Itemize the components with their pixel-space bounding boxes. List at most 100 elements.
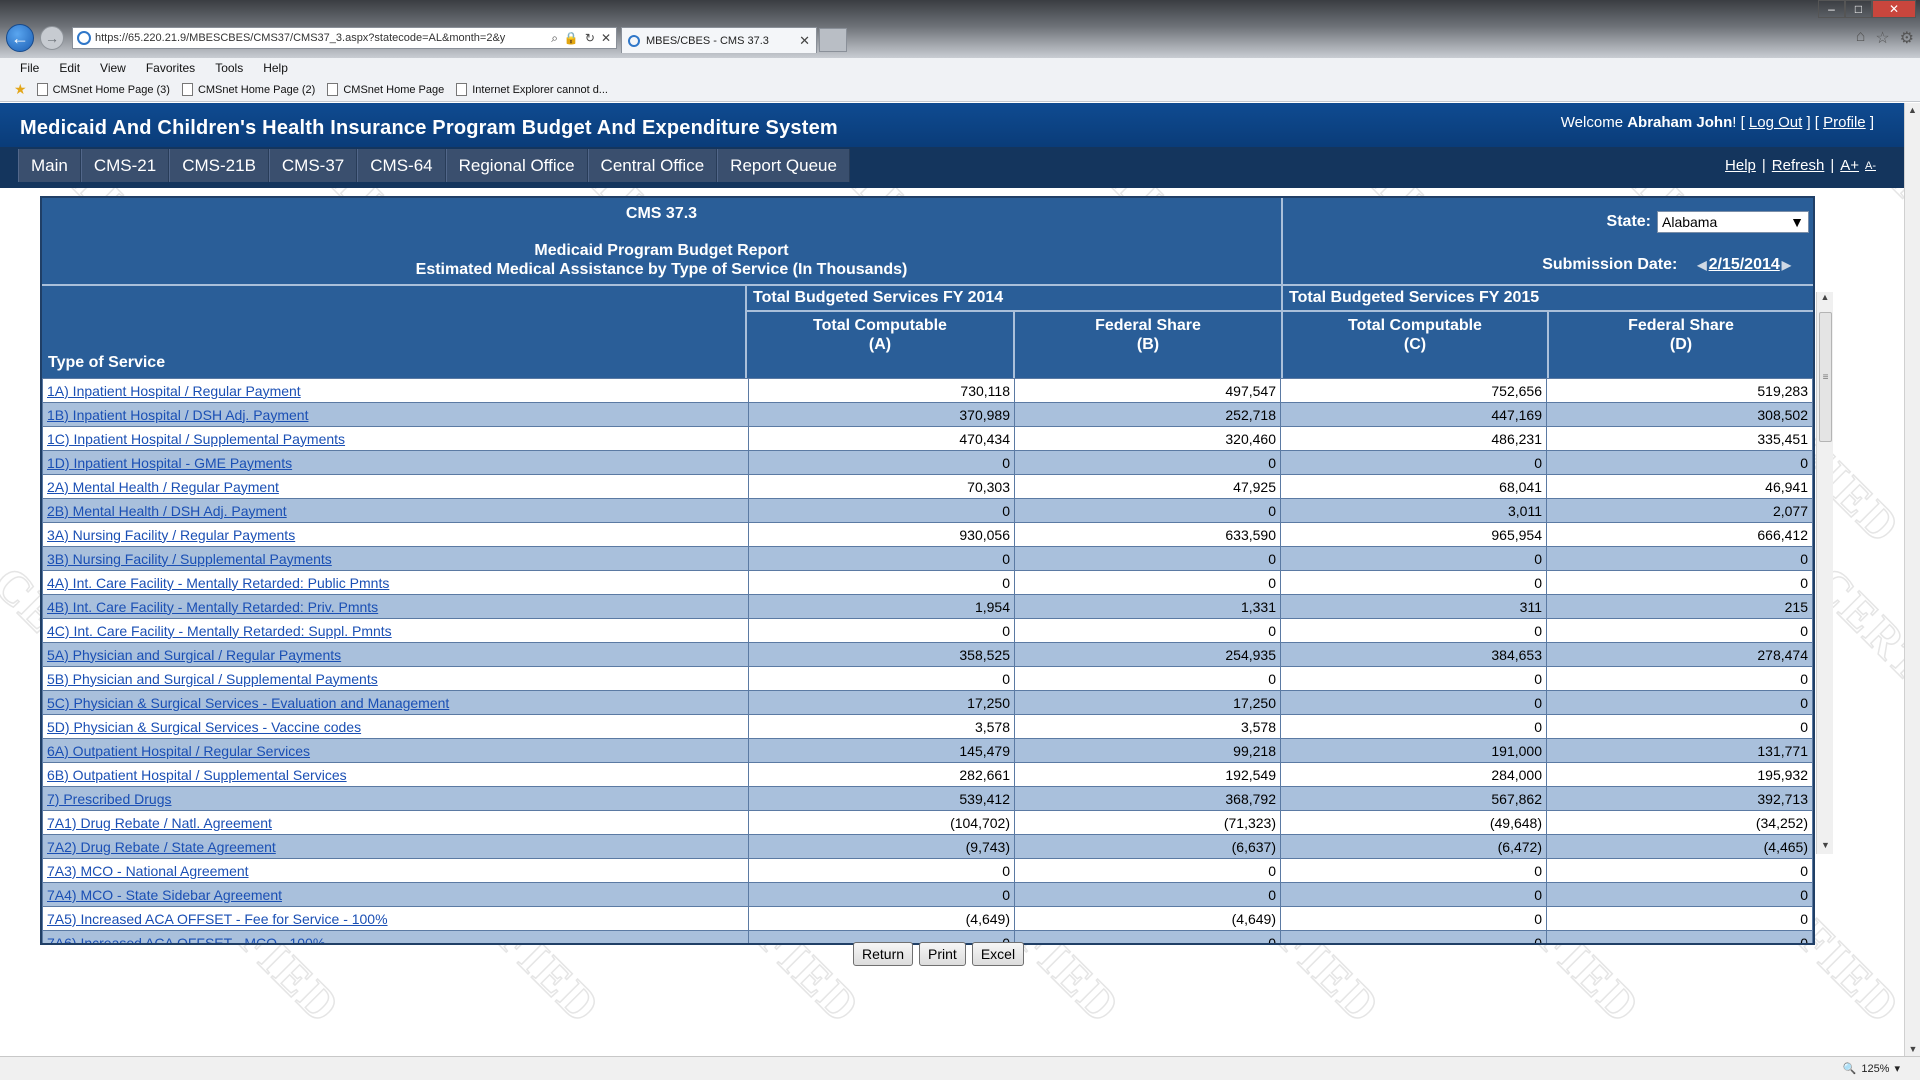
tab-close-icon[interactable]: ✕ — [799, 32, 810, 48]
nav-main[interactable]: Main — [18, 149, 81, 182]
service-link[interactable]: 6A) Outpatient Hospital / Regular Servic… — [42, 738, 749, 763]
forward-button[interactable]: → — [40, 26, 64, 50]
minimize-button[interactable]: – — [1818, 0, 1845, 18]
search-icon[interactable]: ⌕ — [551, 30, 558, 45]
service-link[interactable]: 1B) Inpatient Hospital / DSH Adj. Paymen… — [42, 402, 749, 427]
service-link[interactable]: 7A6) Increased ACA OFFSET - MCO - 100% — [42, 930, 749, 943]
service-link[interactable]: 5A) Physician and Surgical / Regular Pay… — [42, 642, 749, 667]
favorites-star-icon[interactable]: ☆ — [1875, 30, 1890, 47]
lock-icon[interactable]: 🔒 — [563, 30, 579, 45]
value-cell-c: 0 — [1280, 546, 1547, 571]
service-link[interactable]: 7A1) Drug Rebate / Natl. Agreement — [42, 810, 749, 835]
page-scroll-down-icon[interactable]: ▼ — [1908, 1044, 1918, 1054]
service-link[interactable]: 1C) Inpatient Hospital / Supplemental Pa… — [42, 426, 749, 451]
service-link[interactable]: 3B) Nursing Facility / Supplemental Paym… — [42, 546, 749, 571]
value-cell-c: (6,472) — [1280, 834, 1547, 859]
refresh-link[interactable]: Refresh — [1771, 157, 1825, 174]
service-link[interactable]: 5B) Physician and Surgical / Supplementa… — [42, 666, 749, 691]
value-cell-d: 215 — [1546, 594, 1813, 619]
service-link[interactable]: 4B) Int. Care Facility - Mentally Retard… — [42, 594, 749, 619]
browser-tab[interactable]: MBES/CBES - CMS 37.3 ✕ — [621, 27, 817, 53]
menu-favorites[interactable]: Favorites — [145, 61, 196, 75]
table-scrollbar[interactable]: ▲ ≡ ▼ — [1816, 292, 1833, 854]
scroll-up-icon[interactable]: ▲ — [1820, 292, 1830, 302]
home-icon[interactable]: ⌂ — [1855, 28, 1866, 45]
state-select[interactable]: Alabama ▼ — [1657, 210, 1809, 233]
address-bar[interactable]: https://65.220.21.9/MBESCBES/CMS37/CMS37… — [72, 27, 617, 49]
scroll-thumb[interactable]: ≡ — [1819, 312, 1832, 442]
service-link[interactable]: 7A4) MCO - State Sidebar Agreement — [42, 882, 749, 907]
service-link[interactable]: 3A) Nursing Facility / Regular Payments — [42, 522, 749, 547]
return-button[interactable]: Return — [853, 942, 914, 966]
value-cell-c: 567,862 — [1280, 786, 1547, 811]
nav-regional-office[interactable]: Regional Office — [445, 149, 588, 182]
service-link[interactable]: 7A3) MCO - National Agreement — [42, 858, 749, 883]
report-header: CMS 37.3 Medicaid Program Budget Report … — [42, 198, 1813, 378]
print-button[interactable]: Print — [919, 942, 966, 966]
value-cell-a: 145,479 — [748, 738, 1015, 763]
page-scroll-up-icon[interactable]: ▲ — [1908, 105, 1917, 115]
service-link[interactable]: 1D) Inpatient Hospital - GME Payments — [42, 450, 749, 475]
table-row: 7) Prescribed Drugs 539,412 368,792 567,862… — [42, 786, 1813, 811]
maximize-button[interactable]: □ — [1845, 0, 1872, 18]
nav-report-queue[interactable]: Report Queue — [717, 149, 850, 182]
favorite-link[interactable]: Internet Explorer cannot d... — [456, 83, 608, 96]
scroll-down-icon[interactable]: ▼ — [1821, 840, 1830, 850]
favorite-link[interactable]: CMSnet Home Page (2) — [181, 83, 315, 96]
value-cell-d: 666,412 — [1546, 522, 1813, 547]
font-decrease-link[interactable]: A- — [1865, 159, 1876, 172]
refresh-icon[interactable]: ↻ — [584, 30, 595, 45]
new-tab-button[interactable] — [819, 28, 847, 52]
menu-tools[interactable]: Tools — [215, 61, 244, 75]
logout-link[interactable]: Log Out — [1748, 114, 1803, 131]
back-button[interactable]: ← — [6, 24, 34, 52]
service-link[interactable]: 1A) Inpatient Hospital / Regular Payment — [42, 378, 749, 403]
gear-icon[interactable]: ⚙ — [1899, 30, 1914, 47]
nav-cms-21b[interactable]: CMS-21B — [169, 149, 269, 182]
menu-file[interactable]: File — [20, 61, 40, 75]
service-link[interactable]: 7A2) Drug Rebate / State Agreement — [42, 834, 749, 859]
menu-help[interactable]: Help — [263, 61, 288, 75]
nav-cms-37[interactable]: CMS-37 — [268, 149, 358, 182]
url-text[interactable]: https://65.220.21.9/MBESCBES/CMS37/CMS37… — [95, 32, 506, 44]
service-link[interactable]: 7A5) Increased ACA OFFSET - Fee for Serv… — [42, 906, 749, 931]
value-cell-b: (71,323) — [1014, 810, 1281, 835]
value-cell-b: (6,637) — [1014, 834, 1281, 859]
favorites-icon[interactable]: ★ — [14, 81, 27, 97]
value-cell-b: (4,649) — [1014, 906, 1281, 931]
font-increase-link[interactable]: A+ — [1840, 157, 1859, 174]
stop-icon[interactable]: ✕ — [600, 30, 611, 45]
value-cell-a: 730,118 — [748, 378, 1015, 403]
service-link[interactable]: 2A) Mental Health / Regular Payment — [42, 474, 749, 499]
favorite-link[interactable]: CMSnet Home Page — [327, 83, 444, 96]
excel-button[interactable]: Excel — [971, 942, 1025, 966]
prev-date-icon[interactable]: ◀ — [1697, 257, 1707, 272]
service-link[interactable]: 5C) Physician & Surgical Services - Eval… — [42, 690, 749, 715]
next-date-icon[interactable]: ▶ — [1781, 257, 1791, 272]
value-cell-c: 0 — [1280, 882, 1547, 907]
favorite-link[interactable]: CMSnet Home Page (3) — [36, 83, 170, 96]
menu-view[interactable]: View — [100, 61, 126, 75]
service-link[interactable]: 4C) Int. Care Facility - Mentally Retard… — [42, 618, 749, 643]
service-link[interactable]: 7) Prescribed Drugs — [42, 786, 749, 811]
state-row: State: Alabama ▼ — [1283, 198, 1813, 245]
close-window-button[interactable]: ✕ — [1872, 0, 1916, 18]
zoom-control[interactable]: 🔍 125% ▾ — [1843, 1062, 1900, 1076]
nav-central-office[interactable]: Central Office — [587, 149, 718, 182]
value-cell-d: 46,941 — [1546, 474, 1813, 499]
service-link[interactable]: 4A) Int. Care Facility - Mentally Retard… — [42, 570, 749, 595]
table-row: 7A2) Drug Rebate / State Agreement (9,743… — [42, 834, 1813, 859]
submission-date-link[interactable]: 2/15/2014 — [1708, 255, 1780, 273]
service-link[interactable]: 6B) Outpatient Hospital / Supplemental S… — [42, 762, 749, 787]
value-cell-b: 99,218 — [1014, 738, 1281, 763]
page-scrollbar[interactable]: ▲ ▼ — [1904, 103, 1920, 1056]
nav-cms-64[interactable]: CMS-64 — [357, 149, 446, 182]
menu-edit[interactable]: Edit — [59, 61, 81, 75]
profile-link[interactable]: Profile — [1823, 114, 1866, 131]
page-icon — [456, 83, 468, 96]
help-link[interactable]: Help — [1725, 157, 1756, 174]
service-link[interactable]: 2B) Mental Health / DSH Adj. Payment — [42, 498, 749, 523]
nav-cms-21[interactable]: CMS-21 — [80, 149, 170, 182]
menu-bar: File Edit View Favorites Tools Help — [0, 58, 1920, 78]
service-link[interactable]: 5D) Physician & Surgical Services - Vacc… — [42, 714, 749, 739]
